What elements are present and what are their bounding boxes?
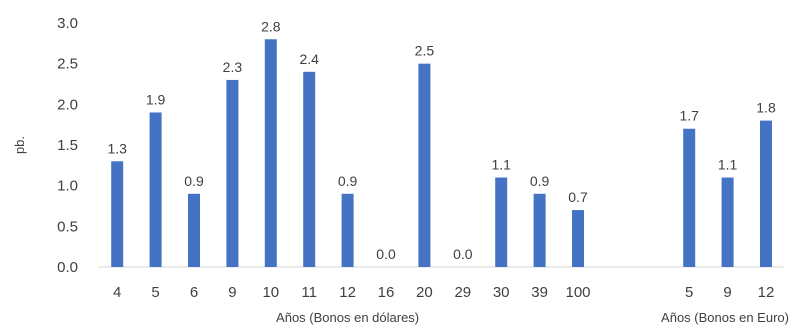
x-group-labels: Años (Bonos en dólares) Años (Bonos en Eu… [276,310,789,325]
y-tick-label: 2.5 [57,56,78,73]
data-label: 0.7 [568,189,588,205]
x-tick-label: 9 [723,284,731,301]
data-label: 0.0 [376,246,396,262]
y-tick-label: 1.0 [57,178,78,195]
data-label: 0.9 [530,173,550,189]
bar-usd-30 [495,177,508,267]
data-label: 2.5 [415,43,435,59]
bar-usd-12 [341,193,354,267]
y-tick-label: 3.0 [57,15,78,32]
bars [111,39,772,268]
data-label: 0.0 [453,246,473,262]
x-tick-label: 100 [565,284,590,301]
data-label: 1.1 [491,157,511,173]
data-label: 0.9 [184,173,204,189]
data-label: 1.1 [718,157,738,173]
bar-usd-4 [111,161,124,267]
x-tick-label: 20 [416,284,433,301]
x-tick-label: 4 [113,284,121,301]
x-tick-label: 39 [531,284,548,301]
bar-eur-9 [721,177,734,267]
x-tick-label: 12 [339,284,356,301]
x-tick-label: 29 [454,284,471,301]
bar-eur-5 [683,128,696,267]
data-label: 1.9 [146,91,166,107]
bar-usd-5 [149,112,162,267]
data-label: 2.3 [223,59,243,75]
y-axis-label: pb. [12,136,27,154]
y-tick-label: 2.0 [57,96,78,113]
data-label: 1.3 [107,140,127,156]
x-tick-label: 10 [262,284,279,301]
y-tick-label: 0.0 [57,259,78,276]
data-label: 0.9 [338,173,358,189]
bar-usd-9 [226,79,239,267]
data-labels: 1.3 1.9 0.9 2.3 2.8 2.4 0.9 0.0 2.5 0.0 1.1 0.9 0.7 1… [107,18,775,262]
x-tick-label: 30 [493,284,510,301]
x-tick-label: 9 [228,284,236,301]
y-tick-label: 1.5 [57,137,78,154]
data-label: 2.8 [261,18,281,34]
bar-usd-6 [188,193,200,267]
x-tick-label: 5 [685,284,693,301]
x-tick-label: 6 [190,284,198,301]
data-label: 1.7 [679,108,699,124]
x-axis-group-label: Años (Bonos en dólares) [276,310,419,325]
x-tick-label: 12 [758,284,775,301]
y-axis: 0.0 0.5 1.0 1.5 2.0 2.5 3.0 [57,15,78,276]
x-tick-label: 11 [301,284,317,301]
bar-usd-10 [264,39,277,268]
bar-usd-20 [418,63,431,267]
bar-usd-39 [533,193,546,267]
y-tick-label: 0.5 [57,218,78,235]
data-label: 1.8 [756,100,776,116]
bar-usd-11 [303,71,316,267]
bar-usd-100 [572,210,584,267]
x-axis-group-label: Años (Bonos en Euro) [661,310,789,325]
x-tick-label: 5 [151,284,159,301]
x-tick-label: 16 [378,284,395,301]
x-tick-labels: 4 5 6 9 10 11 12 16 20 29 30 39 100 5 9 12 [113,284,774,301]
bar-eur-12 [760,120,772,267]
data-label: 2.4 [299,51,319,67]
